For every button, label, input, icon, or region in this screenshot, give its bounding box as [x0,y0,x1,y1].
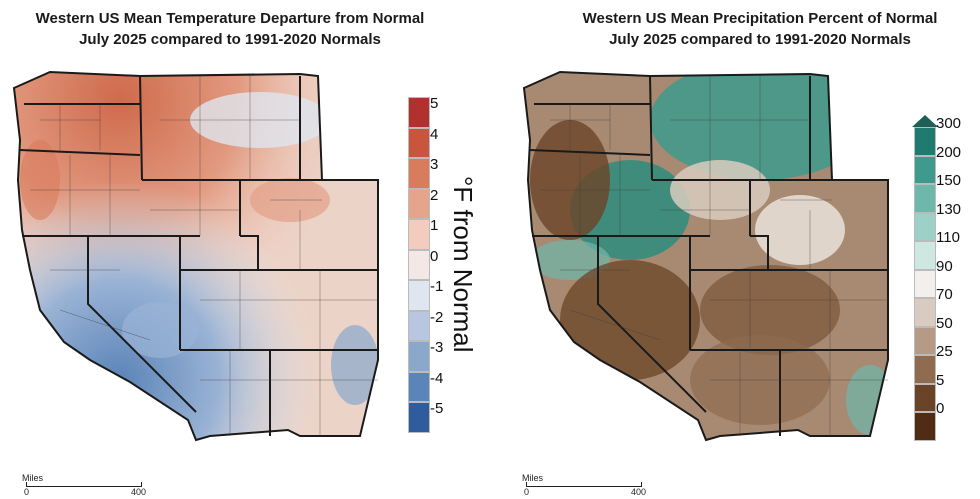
precipitation-title: Western US Mean Precipitation Percent of… [530,8,980,50]
temperature-legend-label: 1 [430,217,439,235]
precipitation-legend-swatch [914,326,936,355]
temperature-legend-swatch [408,341,430,372]
temperature-legend-swatch [408,280,430,311]
precipitation-legend-label: 300 [936,115,962,133]
precipitation-scale-line [526,486,642,487]
temperature-legend-label: -2 [430,308,444,326]
temperature-unit-label: °F from Normal [448,176,478,353]
temperature-legend-label: 2 [430,186,439,204]
precipitation-legend-label: 5 [936,371,945,389]
temperature-state-borders [12,70,379,442]
temperature-legend-label: -5 [430,400,444,418]
temperature-legend-swatch [408,188,430,219]
temperature-title-line1: Western US Mean Temperature Departure fr… [35,10,425,27]
precipitation-legend-label: 130 [936,200,962,218]
precipitation-panel: Western US Mean Precipitation Percent of… [490,0,980,499]
precipitation-colorbar-arrow [912,115,938,127]
temperature-legend-swatch [408,371,430,402]
precipitation-county-lines [540,76,888,436]
temperature-legend-swatch [408,219,430,250]
precipitation-legend-label: 90 [936,257,953,275]
precipitation-title-line1: Western US Mean Precipitation Percent of… [582,10,938,27]
precipitation-legend-swatch [914,184,936,213]
temperature-scale-end: 400 [131,487,147,497]
precipitation-scale-tick-start [526,482,527,487]
temperature-legend-label: 3 [430,156,439,174]
temperature-legend-swatch [408,310,430,341]
temperature-legend-swatch [408,402,430,433]
temperature-legend-label: 0 [430,247,439,265]
temperature-legend-swatch [408,249,430,280]
temperature-shading [14,72,378,440]
precipitation-scale-bar: Miles [522,473,543,483]
precipitation-legend-swatch [914,241,936,270]
temperature-legend-label: 5 [430,95,439,113]
temperature-legend-label: -3 [430,339,444,357]
precipitation-legend-swatch [914,355,936,384]
precipitation-legend-label: 0 [936,400,945,418]
precipitation-legend-label: 25 [936,343,953,361]
precipitation-legend-swatch [914,383,936,412]
precipitation-legend-swatch [914,269,936,298]
precipitation-legend-swatch [914,298,936,327]
temperature-scale-bar: Miles [22,473,43,483]
precipitation-map [522,70,889,442]
temperature-legend-swatch [408,97,430,128]
temperature-title-line2: July 2025 compared to 1991-2020 Normals [79,31,381,48]
precipitation-legend-label: 150 [936,172,962,190]
precipitation-state-borders [522,70,889,442]
precipitation-legend-label: 110 [936,229,960,247]
temperature-title: Western US Mean Temperature Departure fr… [0,8,460,50]
precipitation-title-line2: July 2025 compared to 1991-2020 Normals [609,31,911,48]
precipitation-legend-label: 70 [936,286,953,304]
temperature-legend-swatch [408,127,430,158]
temperature-scale-line [26,486,142,487]
precipitation-legend-label: 200 [936,143,962,161]
precipitation-scale-tick-end [641,482,642,487]
scale-bar-unit-right: Miles [522,473,544,483]
precipitation-legend-label: 50 [936,314,953,332]
scale-bar-unit: Miles [22,473,44,483]
temperature-county-lines [30,76,378,436]
temperature-legend-label: 4 [430,125,439,143]
precipitation-legend-swatch [914,412,936,441]
temperature-scale-tick-end [141,482,142,487]
precipitation-scale-start: 0 [524,487,530,497]
temperature-legend-swatch [408,158,430,189]
precipitation-scale-end: 400 [631,487,647,497]
temperature-scale-start: 0 [24,487,30,497]
precipitation-legend-swatch [914,212,936,241]
temperature-legend-label: -1 [430,278,444,296]
temperature-scale-tick-start [26,482,27,487]
temperature-legend-label: -4 [430,369,444,387]
precipitation-legend-swatch [914,127,936,156]
temperature-panel: Western US Mean Temperature Departure fr… [0,8,478,497]
temperature-map [12,70,379,442]
precipitation-legend-swatch [914,155,936,184]
